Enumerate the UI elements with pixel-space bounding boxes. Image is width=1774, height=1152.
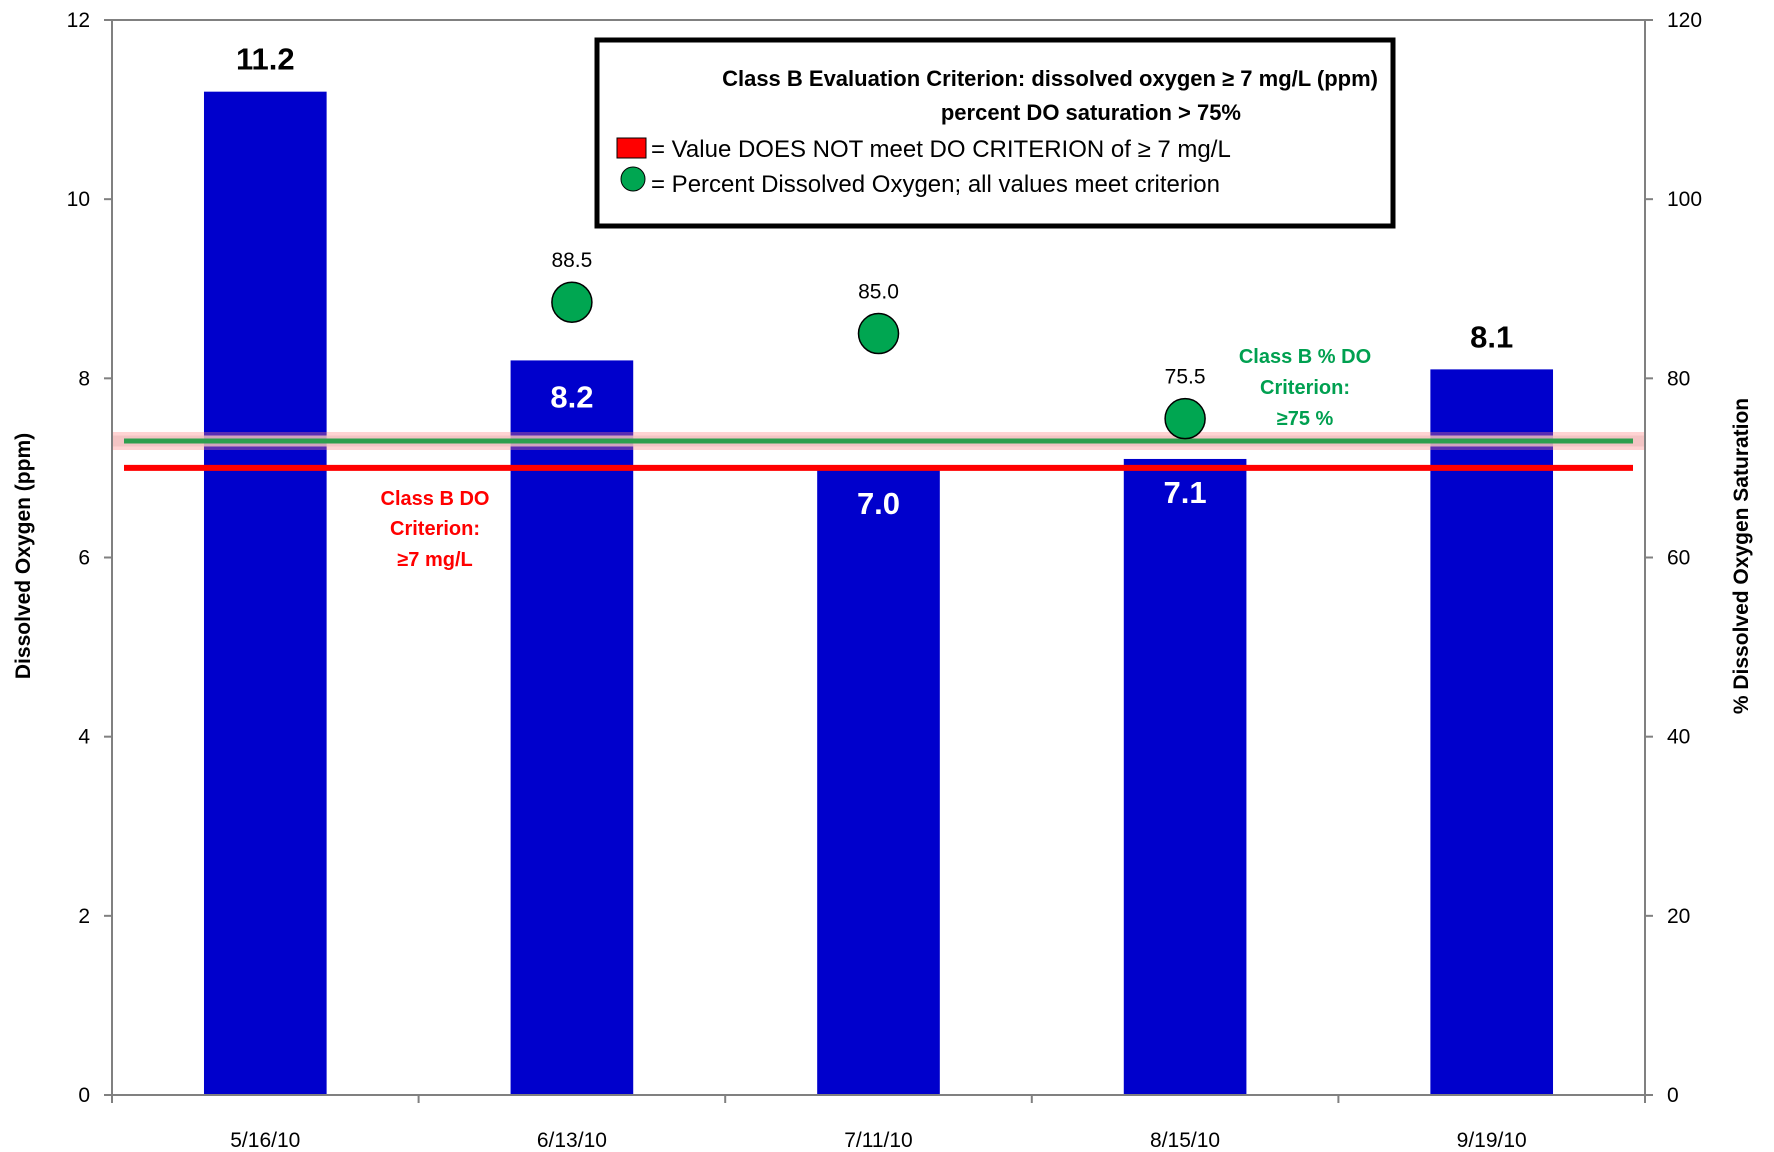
- bars-layer: [203, 91, 1554, 1096]
- green-criterion-label: Class B % DO Criterion: ≥75 %: [1239, 346, 1371, 430]
- bar-6-13-10: [510, 360, 634, 1096]
- bar-5-16-10: [203, 91, 327, 1095]
- bar-8-15-10: [1123, 458, 1247, 1095]
- dot-label: 85.0: [858, 281, 899, 304]
- red-criterion-label-line: Class B DO: [381, 488, 490, 510]
- data-labels-layer: 88.5 85.0 75.5 11.2 8.2 7.0 7.1 8.1: [236, 42, 1513, 521]
- legend: Class B Evaluation Criterion: dissolved …: [594, 37, 1396, 229]
- legend-entry-red: = Value DOES NOT meet DO CRITERION of ≥ …: [651, 136, 1231, 163]
- green-criterion-label-line: ≥75 %: [1277, 408, 1334, 430]
- y-tick-label: 12: [67, 9, 90, 32]
- x-tick-label: 6/13/10: [537, 1129, 607, 1152]
- bar-7-11-10: [817, 467, 940, 1096]
- y2-tick-label: 40: [1667, 726, 1690, 749]
- red-criterion-label: Class B DO Criterion: ≥7 mg/L: [381, 488, 490, 571]
- y2-tick-label: 100: [1667, 188, 1702, 211]
- y2-axis-title: % Dissolved Oxygen Saturation: [1730, 398, 1753, 714]
- y-tick-label: 10: [67, 188, 90, 211]
- green-circle-icon: [620, 166, 646, 192]
- y-tick-label: 8: [78, 367, 90, 390]
- y-tick-label: 2: [78, 905, 90, 928]
- bar-value-label: 8.1: [1470, 319, 1513, 354]
- x-tick-label: 8/15/10: [1150, 1129, 1220, 1152]
- legend-title-line-1: Class B Evaluation Criterion: dissolved …: [722, 66, 1378, 91]
- y2-tick-label: 60: [1667, 547, 1690, 570]
- red-criterion-label-line: ≥7 mg/L: [397, 549, 472, 571]
- bar-9-19-10: [1430, 369, 1554, 1095]
- y2-tick-label: 80: [1667, 367, 1690, 390]
- x-tick-label: 5/16/10: [230, 1129, 300, 1152]
- x-tick-label: 9/19/10: [1457, 1129, 1527, 1152]
- bar-value-label: 8.2: [550, 379, 593, 414]
- red-square-icon: [616, 137, 647, 159]
- y2-tick-label: 120: [1667, 9, 1702, 32]
- green-criterion-label-line: Criterion:: [1260, 377, 1350, 399]
- dot-7-11-10: [857, 312, 900, 355]
- red-criterion-label-line: Criterion:: [390, 518, 480, 540]
- y-tick-label: 4: [78, 726, 90, 749]
- criterion-lines-layer: [112, 432, 1645, 471]
- x-tick-label: 7/11/10: [844, 1129, 913, 1152]
- legend-title-line-2: percent DO saturation > 75%: [941, 100, 1241, 125]
- bar-value-label: 7.0: [857, 486, 900, 521]
- y-tick-label: 6: [78, 547, 90, 570]
- dot-label: 75.5: [1165, 366, 1206, 389]
- dot-8-15-10: [1164, 397, 1206, 440]
- legend-entry-green: = Percent Dissolved Oxygen; all values m…: [651, 171, 1220, 198]
- y2-tick-label: 0: [1667, 1084, 1679, 1107]
- dot-label: 88.5: [551, 249, 592, 272]
- y-axis-title: Dissolved Oxygen (ppm): [12, 433, 35, 679]
- bar-value-label: 11.2: [236, 42, 295, 77]
- y2-tick-label: 20: [1667, 905, 1690, 928]
- dots-layer: [551, 281, 1206, 440]
- dot-6-13-10: [551, 281, 593, 323]
- bar-value-label: 7.1: [1164, 475, 1207, 510]
- y-tick-label: 0: [78, 1084, 90, 1107]
- green-criterion-label-line: Class B % DO: [1239, 346, 1371, 368]
- legend-box: [594, 37, 1396, 229]
